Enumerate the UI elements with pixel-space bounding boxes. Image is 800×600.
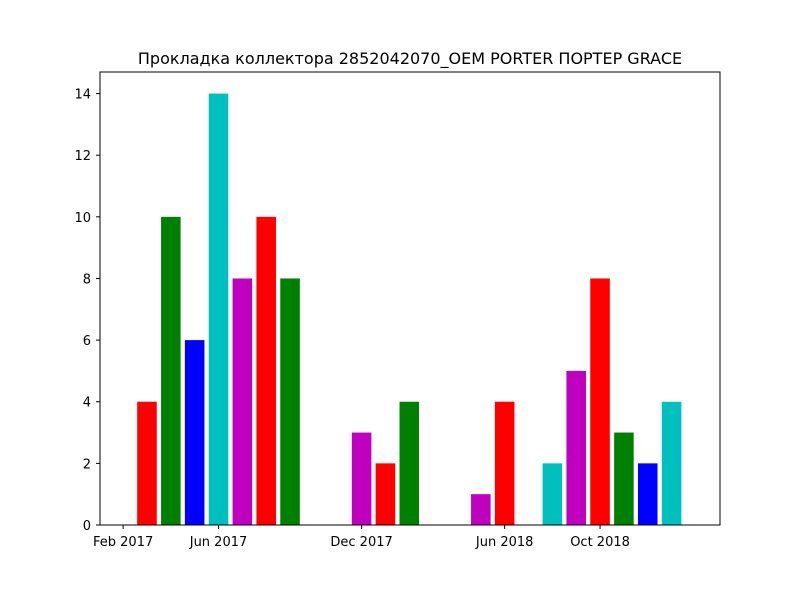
y-tick-label: 2	[83, 457, 91, 472]
bar-2017-07	[232, 278, 253, 525]
bar-2017-03	[137, 401, 157, 525]
bar-2018-12	[637, 463, 658, 525]
bar-2017-04	[161, 216, 181, 525]
y-tick-label: 4	[83, 396, 91, 411]
x-tick-label: Jun 2017	[189, 535, 248, 550]
bar-2018-01	[375, 463, 396, 525]
bar-2017-09	[280, 278, 300, 525]
bar-2019-01	[661, 401, 682, 525]
chart-title: Прокладка коллектора 2852042070_OEM PORT…	[138, 49, 682, 69]
plot-frame	[99, 71, 721, 526]
y-axis: 0 2 4 6 8 10 12 14	[74, 88, 100, 534]
y-tick-label: 12	[74, 149, 91, 164]
x-tick-label: Feb 2017	[93, 535, 153, 550]
x-axis: Feb 2017 Jun 2017 Dec 2017 Jun 2018 Oct 2018	[93, 525, 630, 550]
bar-2017-06	[208, 93, 229, 526]
bar-2018-02	[399, 401, 420, 525]
bar-2017-05	[184, 340, 205, 525]
y-tick-label: 6	[83, 334, 91, 349]
bar-2018-11	[614, 432, 634, 525]
x-tick-label: Jun 2018	[475, 535, 534, 550]
bar-2018-06	[494, 401, 515, 525]
y-tick-label: 0	[83, 519, 91, 534]
bar-2018-08	[542, 463, 563, 525]
y-tick-label: 14	[74, 88, 91, 103]
bar-2018-05	[471, 494, 491, 525]
y-tick-label: 10	[74, 211, 91, 226]
bars-group	[137, 93, 682, 526]
bar-2017-08	[256, 216, 276, 525]
y-tick-label: 8	[83, 272, 91, 287]
bar-2017-12	[351, 432, 372, 525]
bar-2018-10	[590, 278, 610, 525]
x-tick-label: Dec 2017	[330, 535, 392, 550]
bar-2018-09	[566, 370, 586, 525]
x-tick-label: Oct 2018	[570, 535, 630, 550]
